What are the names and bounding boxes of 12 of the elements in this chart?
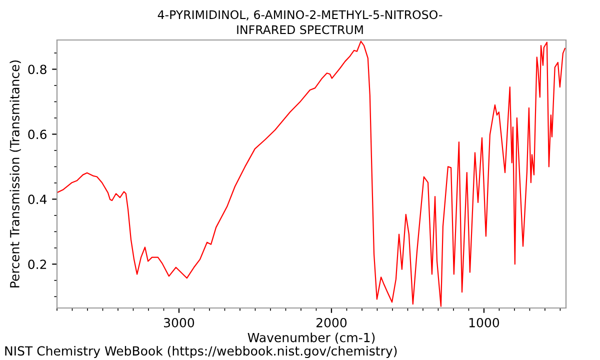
text: NIST Chemistry WebBook (https://webbook.nist.gov/chemistry) (5, 346, 397, 358)
y-axis-title: Percent Transmission (Transmitance) (10, 60, 21, 288)
chart-title: 4-PYRIMIDINOL, 6-AMINO-2-METHYL-5-NITROSO- INFRARED SPECTRUM (158, 10, 442, 34)
y-tick-label: 0.6 (28, 130, 46, 140)
x-tick-label: 2000 (316, 318, 347, 328)
x-axis-title: Wavenumber (cm-1) (248, 332, 375, 344)
y-tick-label: 0.4 (28, 194, 47, 204)
line-series (57, 40, 566, 307)
y-tick-label: 0.8 (28, 64, 46, 74)
y-tick-label: 0.2 (28, 260, 46, 270)
x-tick-label: 1000 (469, 318, 500, 328)
x-tick-label: 3000 (164, 318, 194, 328)
